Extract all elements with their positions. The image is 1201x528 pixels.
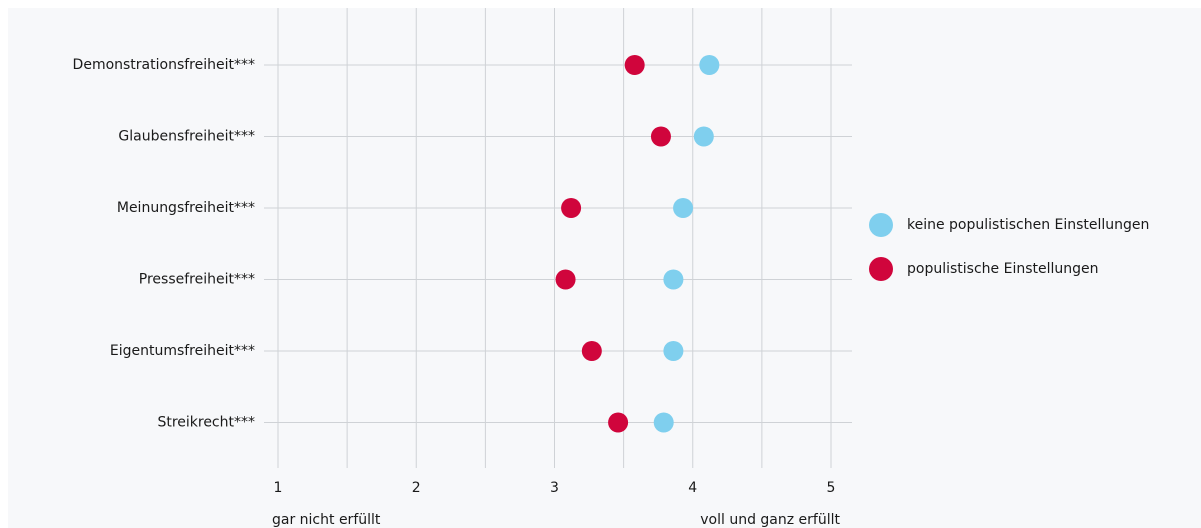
x-tick-label: 1 — [274, 480, 283, 496]
x-tick-label: 4 — [688, 480, 697, 496]
data-points — [555, 55, 720, 433]
category-label: Streikrecht*** — [157, 415, 255, 431]
data-point — [693, 126, 714, 147]
data-point — [663, 341, 684, 361]
data-point — [673, 198, 694, 218]
data-point — [653, 412, 674, 433]
series-non-populist — [653, 55, 720, 433]
x-anchor-label-low: gar nicht erfüllt — [272, 512, 381, 528]
chart-frame: Demonstrationsfreiheit*** Glaubensfreihei… — [8, 8, 1201, 528]
legend-label: keine populistischen Einstellungen — [907, 217, 1149, 233]
x-tick-label: 3 — [550, 480, 559, 496]
category-label: Eigentumsfreiheit*** — [110, 343, 255, 359]
category-label: Pressefreiheit*** — [139, 272, 255, 288]
data-point — [650, 126, 671, 147]
legend-label: populistische Einstellungen — [907, 261, 1099, 277]
dot-plot-chart: Demonstrationsfreiheit*** Glaubensfreihei… — [73, 8, 1149, 528]
category-label: Glaubensfreiheit*** — [118, 129, 255, 145]
grid-layer — [264, 8, 852, 468]
x-tick-label: 5 — [827, 480, 836, 496]
x-axis-ticks: 1 2 3 4 5 gar nicht erfüllt voll und ganz erfü… — [272, 480, 841, 528]
legend-marker — [869, 213, 893, 237]
data-point — [699, 55, 720, 75]
category-labels: Demonstrationsfreiheit*** Glaubensfreihei… — [73, 57, 255, 431]
legend-item: keine populistischen Einstellungen — [869, 213, 1149, 237]
data-point — [624, 55, 645, 75]
data-point — [561, 198, 582, 218]
legend-marker — [869, 257, 893, 281]
category-label: Meinungsfreiheit*** — [117, 200, 255, 216]
x-anchor-label-high: voll und ganz erfüllt — [700, 512, 840, 528]
data-point — [663, 269, 684, 290]
x-tick-label: 2 — [412, 480, 421, 496]
data-point — [555, 269, 576, 290]
data-point — [608, 412, 629, 433]
series-populist — [555, 55, 671, 433]
data-point — [581, 341, 602, 361]
legend: keine populistischen Einstellungen populi… — [869, 213, 1149, 281]
category-label: Demonstrationsfreiheit*** — [73, 57, 255, 73]
legend-item: populistische Einstellungen — [869, 257, 1099, 281]
